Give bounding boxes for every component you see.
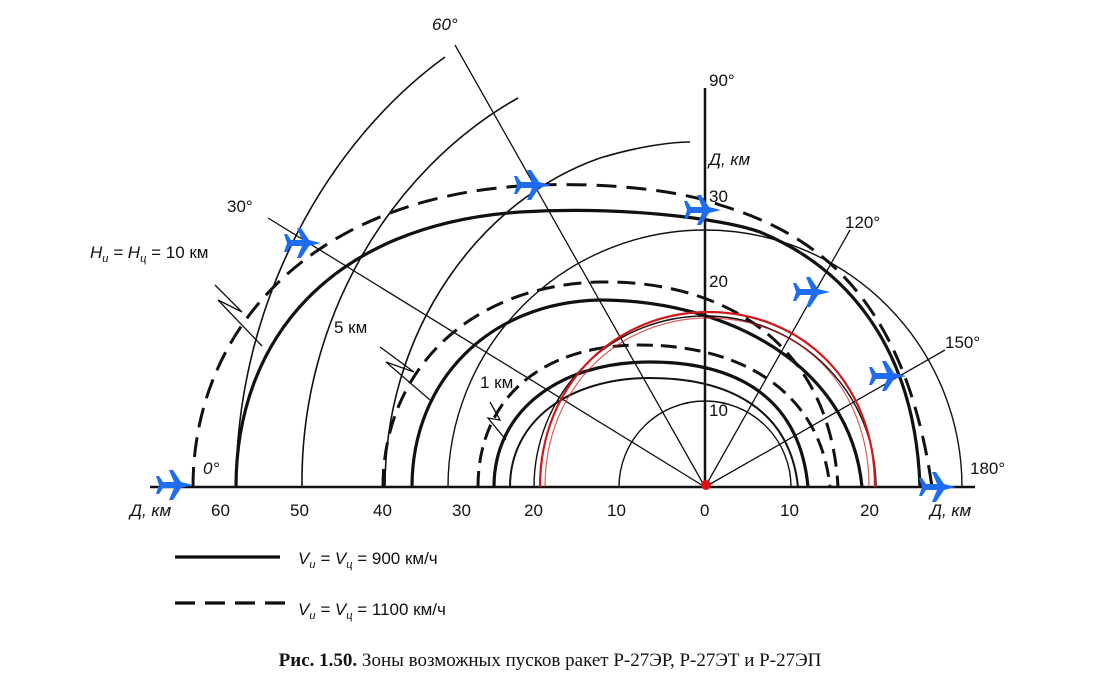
angle-label-0: 0°: [203, 459, 219, 478]
angle-label-60: 60°: [432, 15, 458, 34]
zone-h5-dashed: [381, 280, 840, 488]
x-tick-40: 40: [373, 501, 392, 520]
leader-h10: [214, 284, 263, 347]
zone-h1-dashed: [476, 343, 832, 488]
x-tick-60: 60: [211, 501, 230, 520]
x-axis-label-left: Д, км: [128, 501, 171, 520]
angle-label-120: 120°: [845, 213, 880, 232]
jet-icon: [156, 470, 193, 500]
altitude-label-5km: 5 км: [334, 318, 367, 337]
radial-150: [704, 349, 946, 488]
overlay-red-arc-inner: [544, 317, 870, 488]
figure-caption: Рис. 1.50. Зоны возможных пусков ракет Р…: [0, 650, 1100, 672]
x-tick-20: 20: [524, 501, 543, 520]
altitude-label-1km: 1 км: [480, 373, 513, 392]
arc-60km-thin: [235, 56, 446, 488]
caption-text: Зоны возможных пусков ракет Р-27ЭР, Р-27…: [361, 650, 822, 671]
jet-icon: [919, 472, 956, 502]
leader-h1: [486, 401, 507, 441]
zone-h1-solid: [492, 360, 810, 488]
angle-label-90: 90°: [709, 71, 735, 90]
range-circle-10: [618, 400, 792, 488]
arc-40km-thin: [384, 141, 691, 488]
outer-thin-arcs: [235, 56, 691, 488]
zone-h10-solid: [234, 208, 922, 488]
legend-solid-label: Vи = Vц = 900 км/ч: [298, 549, 438, 571]
jet-icon: [514, 170, 551, 200]
x-tick-0: 0: [700, 501, 709, 520]
angle-label-150: 150°: [945, 333, 980, 352]
x-tick-10: 10: [607, 501, 626, 520]
angle-label-180: 180°: [970, 459, 1005, 478]
zone-h1-inner: [509, 376, 799, 488]
radial-30: [267, 217, 706, 488]
zone-h10-dashed: [191, 183, 934, 488]
overlay-red-arc: [538, 310, 877, 488]
y-tick-30: 30: [709, 187, 728, 206]
x-tick-30: 30: [452, 501, 471, 520]
x-axis-label-right: Д, км: [928, 501, 971, 520]
range-circle-30: [447, 229, 963, 488]
arc-50km-thin: [301, 97, 519, 488]
y-axis-label: Д, км: [707, 150, 750, 169]
angle-label-30: 30°: [227, 197, 253, 216]
leader-h5: [379, 346, 431, 401]
radial-120: [704, 229, 851, 488]
jet-icon: [793, 277, 830, 307]
x-tick-50: 50: [290, 501, 309, 520]
x-tick-right-10: 10: [780, 501, 799, 520]
caption-prefix: Рис. 1.50.: [278, 650, 358, 671]
altitude-label-10km: Hи = Hц = 10 км: [90, 243, 209, 265]
y-tick-10: 10: [709, 401, 728, 420]
zone-h5-solid: [410, 298, 864, 488]
legend-dashed-label: Vи = Vц = 1100 км/ч: [298, 600, 446, 622]
y-tick-20: 20: [709, 272, 728, 291]
radial-60: [454, 44, 706, 488]
origin-dot: [701, 480, 711, 490]
leader-lines: [214, 284, 507, 441]
x-tick-right-20: 20: [860, 501, 879, 520]
